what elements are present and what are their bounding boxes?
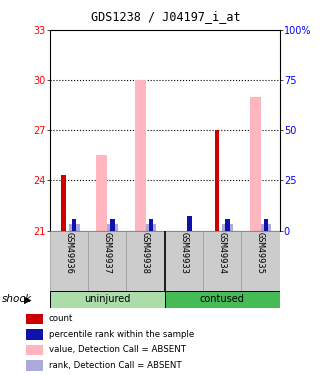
Text: rank, Detection Call = ABSENT: rank, Detection Call = ABSENT [49, 361, 181, 370]
Bar [72, 219, 76, 231]
Text: GSM49938: GSM49938 [141, 232, 150, 274]
Text: GSM49937: GSM49937 [103, 232, 112, 274]
Bar [107, 224, 118, 231]
Text: GSM49934: GSM49934 [218, 232, 227, 274]
Bar [214, 130, 219, 231]
Bar [50, 291, 165, 308]
Bar [250, 97, 260, 231]
Bar [26, 345, 43, 355]
Bar [165, 291, 280, 308]
Bar [260, 224, 271, 231]
Text: GSM49935: GSM49935 [256, 232, 265, 274]
Bar [149, 219, 153, 231]
Text: count: count [49, 315, 73, 324]
Text: shock: shock [2, 294, 32, 304]
Bar [225, 219, 230, 231]
Bar [203, 231, 241, 291]
Text: value, Detection Call = ABSENT: value, Detection Call = ABSENT [49, 345, 186, 354]
Text: ▶: ▶ [24, 294, 31, 304]
Bar [241, 231, 280, 291]
Bar [146, 224, 156, 231]
Bar [110, 219, 115, 231]
Text: GSM49936: GSM49936 [64, 232, 73, 274]
Text: percentile rank within the sample: percentile rank within the sample [49, 330, 194, 339]
Bar [222, 224, 233, 231]
Bar [61, 176, 66, 231]
Bar [165, 231, 203, 291]
Bar [126, 231, 165, 291]
Bar [88, 231, 126, 291]
Text: uninjured: uninjured [84, 294, 130, 304]
Bar [26, 314, 43, 324]
Bar [26, 329, 43, 340]
Bar [69, 224, 79, 231]
Bar [96, 155, 107, 231]
Text: contused: contused [200, 294, 245, 304]
Bar [135, 80, 146, 231]
Bar [50, 231, 88, 291]
Bar [26, 360, 43, 370]
Bar [187, 216, 192, 231]
Text: GSM49933: GSM49933 [179, 232, 188, 274]
Bar [263, 219, 268, 231]
Text: GDS1238 / J04197_i_at: GDS1238 / J04197_i_at [91, 10, 240, 23]
